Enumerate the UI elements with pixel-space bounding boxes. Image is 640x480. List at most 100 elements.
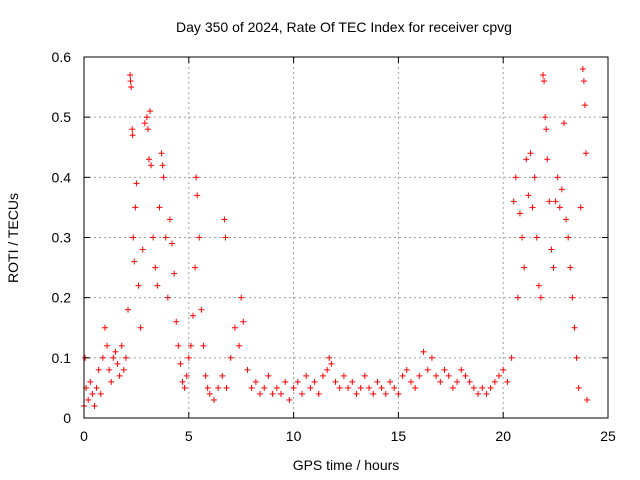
data-point bbox=[552, 198, 559, 205]
data-point bbox=[378, 384, 385, 391]
data-point bbox=[449, 384, 456, 391]
data-point bbox=[433, 372, 440, 379]
data-point bbox=[324, 366, 331, 373]
chart-title: Day 350 of 2024, Rate Of TEC Index for r… bbox=[176, 19, 512, 35]
data-point bbox=[542, 114, 549, 121]
data-point bbox=[127, 72, 134, 79]
data-point bbox=[546, 198, 553, 205]
data-point bbox=[483, 390, 490, 397]
data-point bbox=[125, 306, 132, 313]
data-point bbox=[240, 318, 247, 325]
data-point bbox=[504, 378, 511, 385]
data-point bbox=[175, 342, 182, 349]
data-point bbox=[307, 384, 314, 391]
data-point bbox=[462, 372, 469, 379]
data-point bbox=[353, 390, 360, 397]
data-point bbox=[215, 384, 222, 391]
data-points bbox=[81, 66, 591, 409]
data-point bbox=[537, 294, 544, 301]
data-point bbox=[185, 354, 192, 361]
data-point bbox=[391, 384, 398, 391]
data-point bbox=[569, 294, 576, 301]
data-point bbox=[332, 378, 339, 385]
data-point bbox=[141, 120, 148, 127]
data-point bbox=[177, 360, 184, 367]
grid-lines bbox=[84, 57, 608, 418]
data-point bbox=[416, 372, 423, 379]
data-point bbox=[248, 384, 255, 391]
data-point bbox=[183, 372, 190, 379]
data-point bbox=[328, 360, 335, 367]
data-point bbox=[128, 84, 135, 91]
data-point bbox=[101, 324, 108, 331]
data-point bbox=[238, 294, 245, 301]
data-point bbox=[158, 150, 165, 157]
data-point bbox=[420, 348, 427, 355]
data-point bbox=[127, 78, 134, 85]
data-point bbox=[97, 390, 104, 397]
data-point bbox=[219, 372, 226, 379]
y-tick-label: 0.2 bbox=[52, 290, 72, 306]
data-point bbox=[261, 384, 268, 391]
data-point bbox=[192, 264, 199, 271]
data-point bbox=[470, 384, 477, 391]
data-point bbox=[114, 360, 121, 367]
data-point bbox=[236, 342, 243, 349]
data-point bbox=[475, 390, 482, 397]
x-axis-label: GPS time / hours bbox=[293, 457, 400, 473]
data-point bbox=[122, 354, 129, 361]
data-point bbox=[580, 78, 587, 85]
data-point bbox=[143, 114, 150, 121]
data-point bbox=[535, 282, 542, 289]
data-point bbox=[319, 372, 326, 379]
data-point bbox=[273, 384, 280, 391]
data-point bbox=[516, 210, 523, 217]
x-tick-label: 25 bbox=[600, 428, 616, 444]
x-tick-label: 10 bbox=[286, 428, 302, 444]
data-point bbox=[286, 396, 293, 403]
data-point bbox=[198, 306, 205, 313]
data-point bbox=[529, 204, 536, 211]
data-point bbox=[445, 372, 452, 379]
axis-ticks: 0 5 10 15 20 25 0 0.1 0.2 0.3 0.4 0.5 0.6 bbox=[52, 49, 616, 444]
data-point bbox=[231, 324, 238, 331]
data-point bbox=[340, 372, 347, 379]
y-tick-label: 0 bbox=[63, 410, 71, 426]
data-point bbox=[131, 258, 138, 265]
data-point bbox=[584, 396, 591, 403]
data-point bbox=[116, 372, 123, 379]
data-point bbox=[311, 378, 318, 385]
data-point bbox=[303, 372, 310, 379]
data-point bbox=[166, 216, 173, 223]
data-point bbox=[548, 246, 555, 253]
data-point bbox=[196, 234, 203, 241]
data-point bbox=[110, 354, 117, 361]
y-tick-label: 0.1 bbox=[52, 350, 72, 366]
data-point bbox=[95, 366, 102, 373]
data-point bbox=[282, 378, 289, 385]
data-point bbox=[454, 378, 461, 385]
data-point bbox=[169, 240, 176, 247]
data-point bbox=[533, 234, 540, 241]
data-point bbox=[412, 384, 419, 391]
data-point bbox=[326, 354, 333, 361]
x-tick-label: 20 bbox=[495, 428, 511, 444]
data-point bbox=[543, 126, 550, 133]
data-point bbox=[531, 174, 538, 181]
data-point bbox=[91, 402, 98, 409]
data-point bbox=[479, 384, 486, 391]
data-point bbox=[554, 174, 561, 181]
y-tick-label: 0.4 bbox=[52, 169, 72, 185]
data-point bbox=[437, 378, 444, 385]
data-point bbox=[577, 204, 584, 211]
data-point bbox=[108, 378, 115, 385]
data-point bbox=[399, 372, 406, 379]
data-point bbox=[510, 198, 517, 205]
data-point bbox=[458, 366, 465, 373]
data-point bbox=[173, 318, 180, 325]
data-point bbox=[527, 150, 534, 157]
data-point bbox=[206, 390, 213, 397]
y-tick-label: 0.3 bbox=[52, 230, 72, 246]
data-point bbox=[575, 384, 582, 391]
data-point bbox=[112, 348, 119, 355]
